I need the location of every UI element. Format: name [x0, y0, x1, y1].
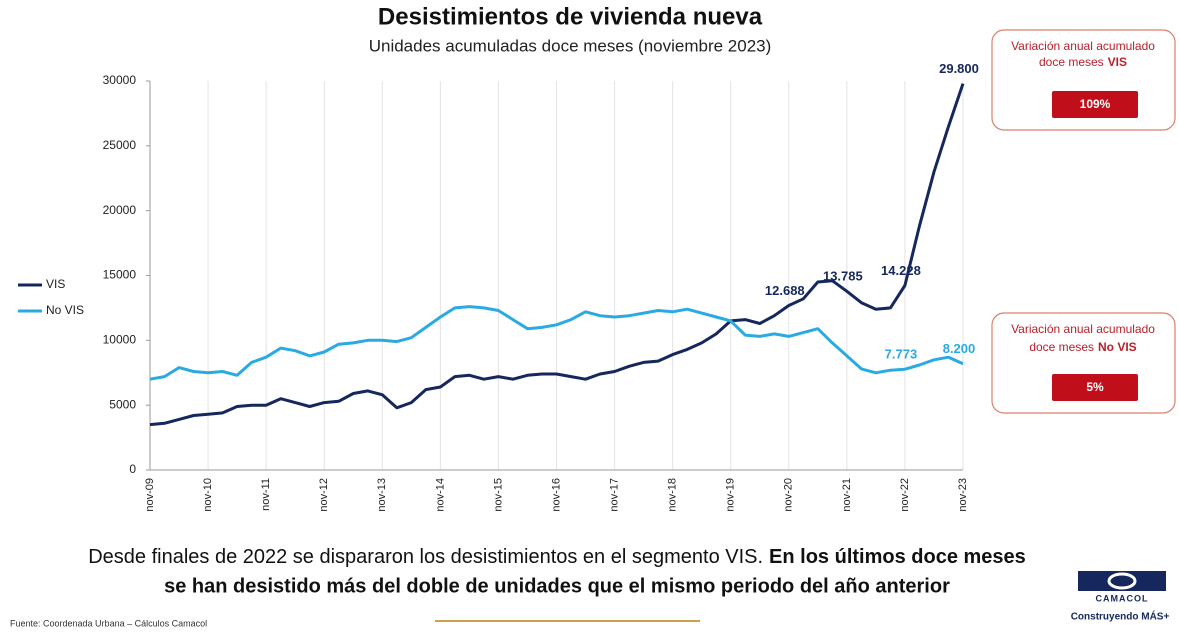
- badge-text: 5%: [1086, 380, 1104, 394]
- logo-name: CAMACOL: [1096, 593, 1149, 603]
- x-tick-label: nov-21: [841, 478, 853, 512]
- chart-subtitle: Unidades acumuladas doce meses (noviembr…: [369, 36, 772, 55]
- y-tick-label: 25000: [103, 138, 137, 152]
- y-tick-label: 5000: [109, 397, 136, 411]
- message-bold: En los últimos doce meses: [769, 546, 1026, 568]
- y-tick-label: 20000: [103, 203, 137, 217]
- x-tick-label: nov-16: [550, 478, 562, 512]
- x-tick-label: nov-12: [318, 478, 330, 512]
- y-tick-label: 0: [129, 462, 136, 476]
- x-tick-label: nov-17: [608, 478, 620, 512]
- value-label: 8.200: [943, 341, 976, 356]
- value-label: 12.688: [765, 283, 805, 298]
- x-tick-label: nov-15: [492, 478, 504, 512]
- value-label: 13.785: [823, 269, 863, 284]
- y-tick-label: 30000: [103, 73, 137, 87]
- x-tick-label: nov-09: [144, 478, 156, 512]
- box-segment: No VIS: [1098, 340, 1137, 354]
- logo-mark: [1107, 572, 1137, 590]
- value-label: 7.773: [885, 347, 918, 362]
- box-vis: Variación anual acumulado doce meses VIS …: [991, 29, 1176, 131]
- badge-text: 109%: [1080, 97, 1111, 111]
- value-label: 29.800: [939, 61, 979, 76]
- x-tick-label: nov-14: [434, 478, 446, 512]
- badge: [1052, 374, 1138, 401]
- y-tick-label: 10000: [103, 333, 137, 347]
- x-tick-label: nov-22: [899, 478, 911, 512]
- logo-tagline: Construyendo MÁS+: [1071, 610, 1170, 623]
- x-tick-label: nov-13: [376, 478, 388, 512]
- series-line: [149, 305, 964, 381]
- box-text: doce meses VIS: [1039, 55, 1127, 69]
- logo: CAMACOL Construyendo MÁS+: [1071, 571, 1170, 623]
- box-text: Variación anual acumulado: [1011, 322, 1155, 336]
- box-text: Variación anual acumulado: [1011, 39, 1155, 53]
- message-bold: se han desistido más del doble de unidad…: [164, 575, 950, 597]
- logo-box: [1078, 571, 1166, 591]
- box-text: doce meses: [1029, 340, 1094, 354]
- message: Desde finales de 2022 se dispararon los …: [88, 546, 1026, 568]
- x-tick-label: nov-19: [725, 478, 737, 512]
- legend-label: VIS: [46, 277, 65, 291]
- series-line: [149, 83, 965, 427]
- box-segment: VIS: [1108, 55, 1127, 69]
- source: Fuente: Coordenada Urbana – Cálculos Cam…: [10, 618, 207, 628]
- x-tick-label: nov-10: [202, 478, 214, 512]
- x-tick-label: nov-20: [783, 478, 795, 512]
- x-tick-label: nov-23: [957, 478, 969, 512]
- value-label: 14.228: [881, 263, 921, 278]
- box-text: doce meses No VIS: [1029, 340, 1136, 354]
- box-text: doce meses: [1039, 55, 1104, 69]
- box-novis: Variación anual acumulado doce meses No V…: [991, 312, 1176, 414]
- legend-label: No VIS: [46, 303, 84, 317]
- x-tick-label: nov-18: [667, 478, 679, 512]
- badge: [1052, 91, 1138, 118]
- message-text: Desde finales de 2022 se dispararon los …: [88, 546, 763, 568]
- chart-title: Desistimientos de vivienda nueva: [378, 3, 763, 30]
- y-tick-label: 15000: [103, 268, 137, 282]
- x-tick-label: nov-11: [260, 478, 272, 511]
